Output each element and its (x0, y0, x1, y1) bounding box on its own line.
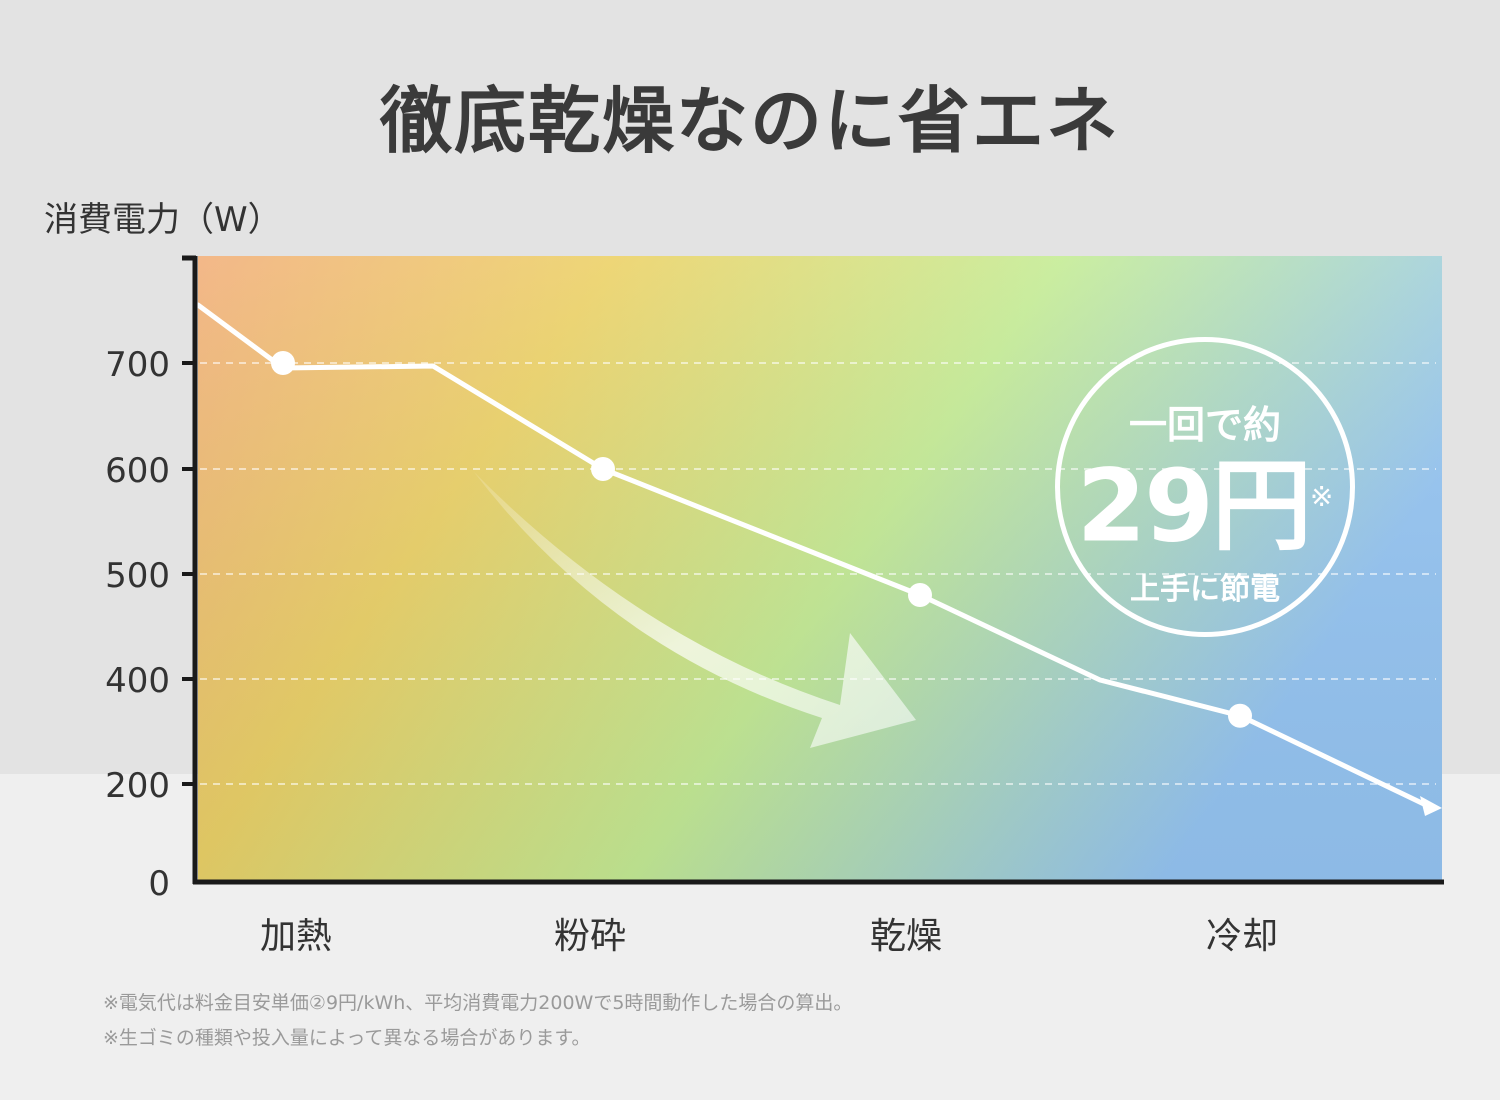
badge-price-value: 29円 (1076, 447, 1312, 565)
badge-top-text: 一回で約 (1128, 403, 1281, 447)
x-tick-label: 冷却 (1206, 916, 1278, 957)
y-tick-label: 500 (105, 556, 170, 596)
badge-note-mark: ※ (1309, 480, 1334, 513)
page-title: 徹底乾燥なのに省エネ (379, 79, 1120, 163)
x-tick-label: 粉砕 (554, 916, 626, 957)
x-tick-label: 乾燥 (870, 916, 942, 957)
badge-price: 29円※ (1060, 442, 1350, 561)
data-point (908, 583, 932, 607)
x-tick-label: 加熱 (260, 916, 332, 957)
line-arrowhead (1420, 796, 1442, 816)
y-tick-label: 400 (105, 661, 170, 701)
data-markers (271, 351, 1252, 728)
footnote-electricity: ※電気代は料金目安単価②9円/kWh、平均消費電力200Wで5時間動作した場合の… (103, 992, 853, 1014)
y-axis-label: 消費電力（W） (44, 200, 282, 240)
badge-bottom-text: 上手に節電 (1130, 572, 1280, 607)
footnote-disclaimer: ※生ゴミの種類や投入量によって異なる場合があります。 (103, 1027, 591, 1049)
y-axis-ticks: 0 200 400 500 600 700 (105, 345, 196, 904)
y-tick-label: 600 (105, 451, 170, 491)
y-tick-label: 700 (105, 345, 170, 385)
trend-arrow (474, 472, 916, 748)
data-point (1228, 703, 1252, 728)
data-point (591, 457, 615, 481)
y-tick-label: 0 (148, 864, 170, 904)
y-tick-label: 200 (105, 766, 170, 806)
savings-badge: 一回で約 29円※ 上手に節電 (1055, 337, 1355, 637)
data-point (271, 351, 295, 375)
x-axis-ticks: 加熱 粉砕 乾燥 冷却 (260, 916, 1278, 957)
power-line (195, 302, 1431, 809)
